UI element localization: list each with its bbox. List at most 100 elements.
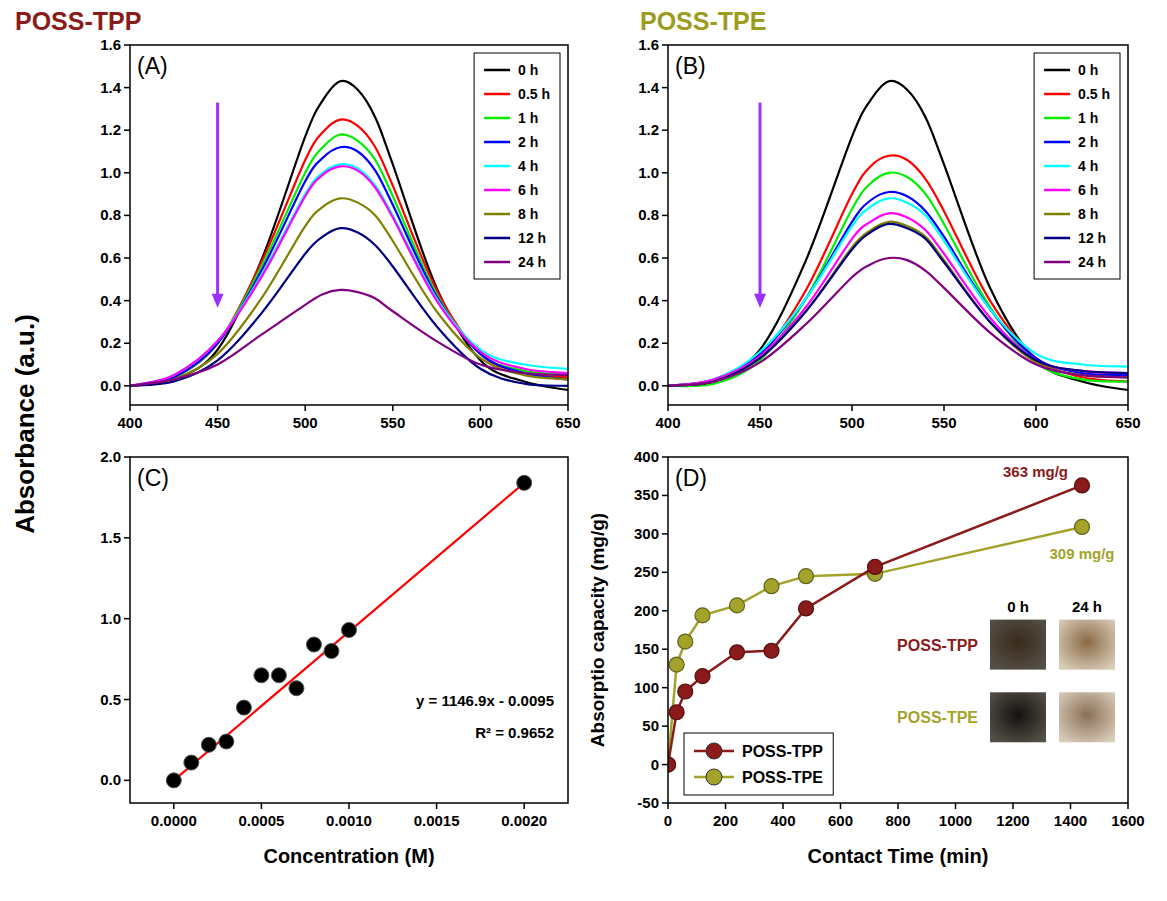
legend-swatch	[1044, 261, 1070, 264]
x-tick	[173, 803, 175, 809]
y-tick-label: 0.6	[638, 249, 659, 266]
y-tick	[124, 537, 130, 539]
annotation: 309 mg/g	[1049, 545, 1114, 562]
y-tick	[662, 129, 668, 131]
y-tick-label: 0.2	[100, 334, 121, 351]
legend-swatch	[484, 93, 510, 96]
x-tick	[392, 405, 394, 411]
y-tick-label: 1.6	[100, 36, 121, 53]
y-tick-label: 1.0	[638, 164, 659, 181]
y-tick	[124, 300, 130, 302]
y-tick-label: 250	[634, 563, 659, 580]
legend-swatch	[1044, 69, 1070, 72]
panel: 0.00000.00050.00100.00150.00200.00.51.01…	[100, 448, 568, 829]
x-tick	[897, 803, 899, 809]
y-tick-label: 0.5	[100, 691, 121, 708]
y-tick-label: 0.0	[100, 377, 121, 394]
y-tick	[662, 257, 668, 259]
x-tick	[782, 803, 784, 809]
legend-label: 4 h	[1078, 158, 1098, 174]
x-tick	[1127, 405, 1129, 411]
y-tick	[662, 802, 668, 804]
x-tick-label: 800	[885, 812, 910, 829]
panel-letter: (A)	[137, 53, 168, 79]
panel: 4004505005506006500.00.20.40.60.81.01.21…	[100, 36, 580, 431]
scatter-point	[236, 700, 251, 715]
scatter-point	[306, 637, 321, 652]
y-tick-label: 100	[634, 679, 659, 696]
y-tick-label: 200	[634, 602, 659, 619]
x-tick	[667, 803, 669, 809]
panel: 4004505005506006500.00.20.40.60.81.01.21…	[638, 36, 1140, 431]
legend-swatch	[484, 261, 510, 264]
series-line	[668, 485, 1082, 764]
legend-label: 12 h	[518, 230, 546, 246]
x-tick	[1012, 803, 1014, 809]
x-tick-label: 1600	[1111, 812, 1144, 829]
y-tick-label: 1.5	[100, 529, 121, 546]
y-tick-label: 0	[651, 756, 659, 773]
x-tick	[261, 803, 263, 809]
y-tick	[662, 456, 668, 458]
series-marker	[668, 757, 676, 772]
x-tick	[304, 405, 306, 411]
x-tick-label: 600	[828, 812, 853, 829]
legend-label: 12 h	[1078, 230, 1106, 246]
y-tick	[662, 44, 668, 46]
y-tick-label: 1.2	[638, 121, 659, 138]
y-tick	[124, 87, 130, 89]
legend-swatch	[1044, 93, 1070, 96]
y-tick-label: 0.4	[100, 292, 122, 309]
x-tick	[1127, 803, 1129, 809]
y-tick-label: 2.0	[100, 448, 121, 465]
y-tick-label: 150	[634, 640, 659, 657]
x-tick	[436, 803, 438, 809]
y-tick	[662, 764, 668, 766]
y-tick	[662, 533, 668, 535]
legend-label: 0.5 h	[1078, 86, 1110, 102]
y-tick	[124, 618, 130, 620]
y-tick-label: 0.8	[100, 206, 121, 223]
legend-label: 24 h	[518, 254, 546, 270]
x-tick	[1070, 803, 1072, 809]
legend-label: 6 h	[518, 182, 538, 198]
legend: POSS-TPPPOSS-TPE	[684, 733, 833, 795]
legend-swatch	[1044, 237, 1070, 240]
panel-letter: (B)	[675, 53, 706, 79]
y-tick	[124, 456, 130, 458]
scatter-point	[166, 773, 181, 788]
y-tick-label: 1.4	[100, 79, 122, 96]
series-marker	[799, 601, 814, 616]
panel-letter: (C)	[137, 465, 169, 491]
y-tick-label: 1.0	[100, 164, 121, 181]
y-tick-label: -50	[637, 794, 659, 811]
scatter-point	[342, 623, 357, 638]
legend-swatch	[1044, 165, 1070, 168]
legend-box	[474, 53, 560, 279]
x-tick-label: 500	[293, 414, 318, 431]
scatter-point	[324, 644, 339, 659]
y-tick-label: 1.6	[638, 36, 659, 53]
x-axis-title: Contact Time (min)	[808, 845, 989, 867]
spectrum-line	[130, 290, 568, 386]
legend-swatch	[484, 213, 510, 216]
y-tick	[662, 215, 668, 217]
y-tick	[662, 87, 668, 89]
series-marker	[764, 579, 779, 594]
x-tick-label: 650	[1115, 414, 1140, 431]
y-tick	[662, 648, 668, 650]
panel-title: POSS-TPE	[640, 7, 766, 35]
x-tick-label: 0.0010	[326, 812, 372, 829]
inset-label: 24 h	[1072, 598, 1102, 615]
x-tick	[667, 405, 669, 411]
legend-swatch	[1044, 213, 1070, 216]
legend-swatch	[484, 117, 510, 120]
inset-photo	[990, 692, 1046, 742]
inset-label: 0 h	[1007, 598, 1029, 615]
x-tick	[480, 405, 482, 411]
figure: 4004505005506006500.00.20.40.60.81.01.21…	[0, 0, 1167, 901]
y-tick-label: 1.2	[100, 121, 121, 138]
y-tick	[124, 172, 130, 174]
y-tick	[124, 385, 130, 387]
legend-swatch	[1044, 141, 1070, 144]
